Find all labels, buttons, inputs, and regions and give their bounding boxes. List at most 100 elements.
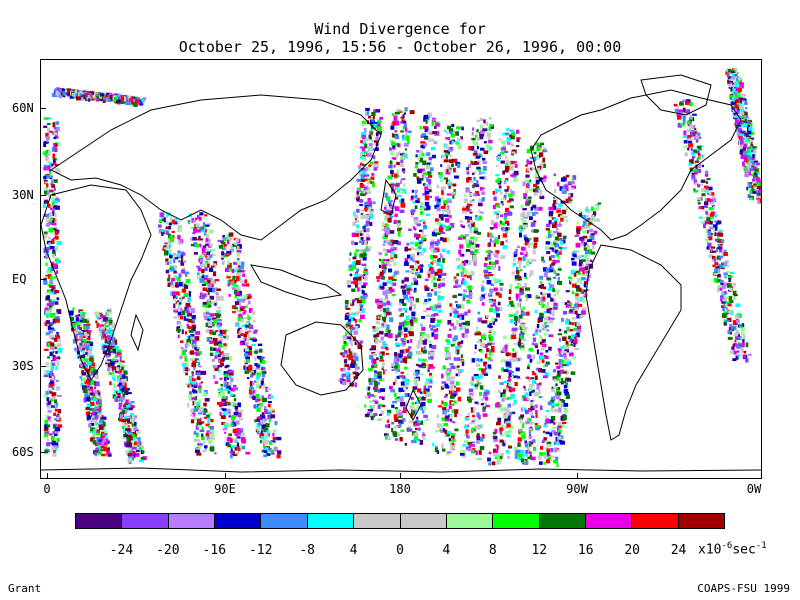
swath-pixel: [493, 448, 496, 452]
swath-pixel: [417, 198, 420, 202]
swath-pixel: [478, 358, 481, 363]
swath-pixel: [489, 238, 492, 243]
swath-pixel: [44, 181, 49, 184]
swath-pixel: [564, 391, 569, 396]
swath-pixel: [553, 218, 558, 222]
swath-pixel: [345, 332, 347, 337]
swath-pixel: [453, 167, 456, 173]
swath-pixel: [243, 317, 248, 320]
swath-pixel: [462, 236, 466, 240]
swath-pixel: [750, 160, 755, 163]
swath-pixel: [419, 201, 424, 207]
swath-pixel: [553, 293, 556, 297]
swath-pixel: [448, 179, 451, 183]
swath-pixel: [473, 150, 478, 155]
swath-pixel: [468, 398, 472, 403]
swath-pixel: [168, 248, 172, 253]
swath-pixel: [450, 376, 456, 380]
swath-pixel: [403, 183, 406, 187]
swath-pixel: [179, 355, 183, 360]
swath-pixel: [733, 343, 737, 347]
swath-pixel: [212, 365, 218, 369]
swath-pixel: [524, 242, 529, 246]
swath-pixel: [197, 412, 203, 415]
swath-pixel: [446, 351, 451, 357]
swath-pixel: [590, 233, 595, 236]
swath-pixel: [503, 217, 507, 221]
swath-pixel: [171, 284, 175, 288]
swath-pixel: [373, 334, 377, 338]
swath-pixel: [225, 246, 228, 251]
swath-pixel: [52, 206, 56, 210]
swath-pixel: [396, 169, 399, 175]
swath-pixel: [475, 450, 478, 456]
swath-pixel: [527, 183, 530, 188]
swath-pixel: [569, 321, 572, 325]
swath-pixel: [545, 268, 550, 273]
swath-pixel: [342, 368, 345, 371]
swath-pixel: [473, 176, 476, 181]
swath-pixel: [421, 366, 427, 369]
swath-pixel: [219, 388, 224, 394]
swath-pixel: [416, 399, 420, 404]
swath-pixel: [388, 423, 391, 429]
swath-pixel: [691, 172, 695, 175]
swath-pixel: [242, 338, 247, 343]
swath-pixel: [749, 131, 755, 136]
swath-pixel: [365, 167, 368, 172]
swath-pixel: [509, 362, 512, 365]
swath-pixel: [418, 177, 424, 181]
swath-pixel: [460, 223, 463, 227]
swath-pixel: [428, 179, 432, 184]
swath-pixel: [443, 203, 446, 208]
swath-pixel: [535, 167, 541, 173]
swath-pixel: [369, 129, 372, 133]
swath-pixel: [556, 387, 561, 391]
swath-pixel: [508, 425, 514, 429]
swath-pixel: [234, 387, 238, 391]
swath-pixel: [499, 439, 504, 443]
swath-pixel: [729, 82, 733, 85]
swath-pixel: [413, 281, 419, 285]
swath-pixel: [531, 259, 537, 262]
swath-pixel: [191, 397, 196, 400]
swath-pixel: [449, 159, 454, 163]
swath-pixel: [557, 376, 560, 381]
swath-pixel: [495, 292, 500, 296]
swath-pixel: [506, 455, 511, 459]
swath-pixel: [394, 378, 398, 384]
swath-pixel: [179, 308, 183, 312]
swath-pixel: [722, 308, 725, 312]
swath-pixel: [263, 427, 269, 433]
swath-pixel: [568, 310, 574, 314]
swath-pixel: [517, 341, 521, 347]
swath-pixel: [725, 307, 728, 311]
swath-pixel: [465, 239, 470, 244]
swath-pixel: [509, 205, 514, 209]
swath-pixel: [205, 329, 211, 333]
swath-pixel: [204, 304, 210, 308]
swath-pixel: [205, 423, 210, 427]
swath-pixel: [740, 111, 743, 117]
swath-pixel: [505, 166, 510, 171]
swath-pixel: [706, 246, 710, 250]
swath-pixel: [488, 320, 493, 324]
swath-pixel: [498, 235, 500, 239]
swath-pixel: [192, 390, 196, 394]
swath-pixel: [44, 175, 49, 179]
swath-pixel: [749, 168, 754, 173]
swath-pixel: [697, 157, 701, 160]
swath-pixel: [734, 119, 740, 123]
swath-pixel: [383, 266, 387, 270]
swath-pixel: [712, 206, 716, 210]
swath-pixel: [377, 418, 382, 422]
swath-pixel: [401, 168, 406, 172]
swath-pixel: [447, 356, 452, 360]
swath-pixel: [740, 149, 743, 153]
swath-pixel: [551, 430, 557, 433]
swath-pixel: [471, 199, 475, 202]
swath-pixel: [187, 326, 193, 329]
swath-pixel: [472, 184, 475, 189]
swath-pixel: [470, 251, 475, 255]
swath-pixel: [214, 355, 218, 360]
